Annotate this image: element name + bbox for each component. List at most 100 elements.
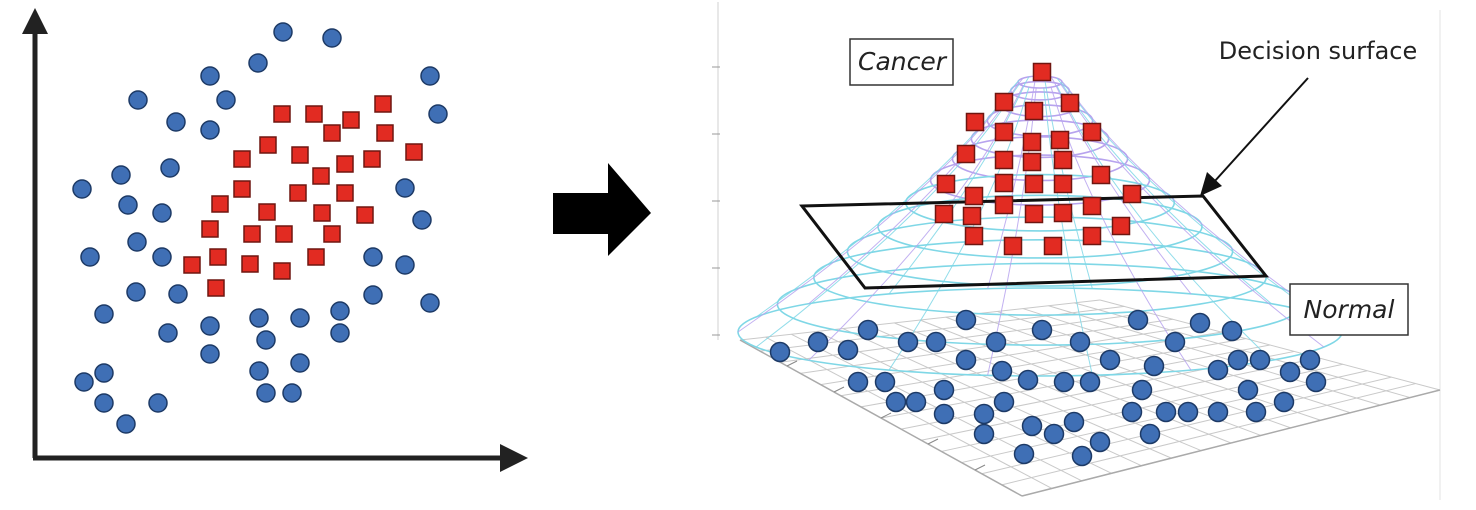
floor-edge bbox=[1021, 389, 1441, 497]
cancer-sample-square bbox=[211, 195, 229, 213]
normal-sample-circle bbox=[897, 331, 919, 353]
floor-tick bbox=[786, 360, 798, 367]
normal-sample-circle bbox=[111, 165, 131, 185]
normal-sample-circle bbox=[933, 403, 955, 425]
normal-sample-circle bbox=[1053, 371, 1075, 393]
normal-sample-circle bbox=[166, 112, 186, 132]
normal-sample-circle bbox=[152, 247, 172, 267]
normal-sample-circle bbox=[216, 90, 236, 110]
normal-sample-circle bbox=[249, 361, 269, 381]
cancer-sample-square bbox=[1091, 165, 1111, 185]
cancer-sample-square bbox=[936, 174, 956, 194]
cancer-label: Cancer bbox=[858, 47, 948, 76]
normal-sample-circle bbox=[168, 284, 188, 304]
normal-sample-circle bbox=[1155, 401, 1177, 423]
normal-sample-circle bbox=[807, 331, 829, 353]
normal-sample-circle bbox=[363, 285, 383, 305]
cancer-sample-square bbox=[313, 204, 331, 222]
cancer-sample-square bbox=[207, 279, 225, 297]
normal-sample-circle bbox=[837, 339, 859, 361]
cancer-sample-square bbox=[1053, 174, 1073, 194]
normal-sample-circle bbox=[1279, 361, 1301, 383]
cancer-sample-square bbox=[1082, 226, 1102, 246]
cancer-sample-square bbox=[994, 173, 1014, 193]
cancer-sample-square bbox=[1060, 93, 1080, 113]
cancer-sample-square bbox=[342, 111, 360, 129]
feature-space-plot: Cancer Normal Decision surface bbox=[712, 2, 1441, 500]
cancer-sample-square bbox=[1082, 122, 1102, 142]
cancer-sample-square bbox=[1003, 236, 1023, 256]
cancer-sample-square bbox=[965, 112, 985, 132]
y-axis-arrowhead bbox=[22, 8, 48, 34]
normal-sample-circle bbox=[769, 341, 791, 363]
normal-sample-circle bbox=[248, 53, 268, 73]
input-space-plot bbox=[22, 8, 528, 472]
normal-sample-circle bbox=[1221, 320, 1243, 342]
normal-sample-circle bbox=[94, 393, 114, 413]
cancer-sample-square bbox=[233, 180, 251, 198]
normal-sample-circle bbox=[126, 282, 146, 302]
normal-sample-circle bbox=[412, 210, 432, 230]
floor-tick bbox=[880, 412, 892, 419]
normal-sample-circle bbox=[200, 344, 220, 364]
surface-meridian bbox=[1050, 76, 1192, 295]
normal-sample-circle bbox=[1013, 443, 1035, 465]
normal-sample-circle bbox=[955, 349, 977, 371]
cancer-sample-square bbox=[273, 105, 291, 123]
surface-meridian bbox=[808, 85, 1024, 361]
normal-sample-circle bbox=[1245, 401, 1267, 423]
normal-sample-circle bbox=[1127, 309, 1149, 331]
x-axis-arrowhead bbox=[500, 444, 528, 472]
cancer-sample-square bbox=[994, 92, 1014, 112]
normal-sample-circle bbox=[1164, 331, 1186, 353]
normal-sample-circle bbox=[925, 331, 947, 353]
cancer-sample-square bbox=[1050, 130, 1070, 150]
cancer-sample-square bbox=[994, 195, 1014, 215]
normal-sample-circle bbox=[885, 391, 907, 413]
z-axis-ticks bbox=[712, 66, 720, 336]
normal-sample-circle bbox=[148, 393, 168, 413]
cancer-sample-square bbox=[405, 143, 423, 161]
cancer-sample-square bbox=[336, 184, 354, 202]
surface-meridian bbox=[1061, 81, 1343, 333]
floor-tick bbox=[974, 464, 986, 471]
cancer-sample-square bbox=[1024, 101, 1044, 121]
normal-sample-circle bbox=[290, 308, 310, 328]
normal-sample-circle bbox=[158, 323, 178, 343]
normal-sample-circle bbox=[330, 323, 350, 343]
normal-sample-circle bbox=[116, 414, 136, 434]
cancer-sample-square bbox=[323, 225, 341, 243]
normal-sample-circle bbox=[420, 293, 440, 313]
decision-plane bbox=[799, 194, 1270, 290]
normal-sample-circle bbox=[395, 255, 415, 275]
normal-sample-circle bbox=[290, 353, 310, 373]
normal-sample-circle bbox=[256, 330, 276, 350]
floor-grid-line bbox=[971, 313, 1291, 429]
cancer-sample-square bbox=[275, 225, 293, 243]
cancer-sample-square bbox=[1022, 152, 1042, 172]
normal-sample-circle bbox=[1089, 431, 1111, 453]
cancer-sample-square bbox=[336, 155, 354, 173]
cancer-sample-square bbox=[233, 150, 251, 168]
cancer-sample-square bbox=[956, 144, 976, 164]
cancer-sample-square bbox=[307, 248, 325, 266]
normal-sample-circle bbox=[128, 90, 148, 110]
normal-sample-circle bbox=[152, 203, 172, 223]
normal-sample-circle bbox=[933, 379, 955, 401]
cancer-sample-square bbox=[1024, 204, 1044, 224]
normal-sample-circle bbox=[1207, 401, 1229, 423]
normal-sample-circle bbox=[847, 371, 869, 393]
normal-sample-circle bbox=[1143, 355, 1165, 377]
normal-sample-circle bbox=[322, 28, 342, 48]
floor-grid-line bbox=[765, 336, 1053, 489]
normal-sample-circle bbox=[1063, 411, 1085, 433]
cancer-sample-square bbox=[305, 105, 323, 123]
cancer-sample-square bbox=[363, 150, 381, 168]
normal-sample-circle bbox=[428, 104, 448, 124]
normal-sample-circle bbox=[1249, 349, 1271, 371]
cancer-sample-square bbox=[258, 203, 276, 221]
floor-grid-line bbox=[919, 319, 1232, 444]
normal-sample-circle bbox=[80, 247, 100, 267]
